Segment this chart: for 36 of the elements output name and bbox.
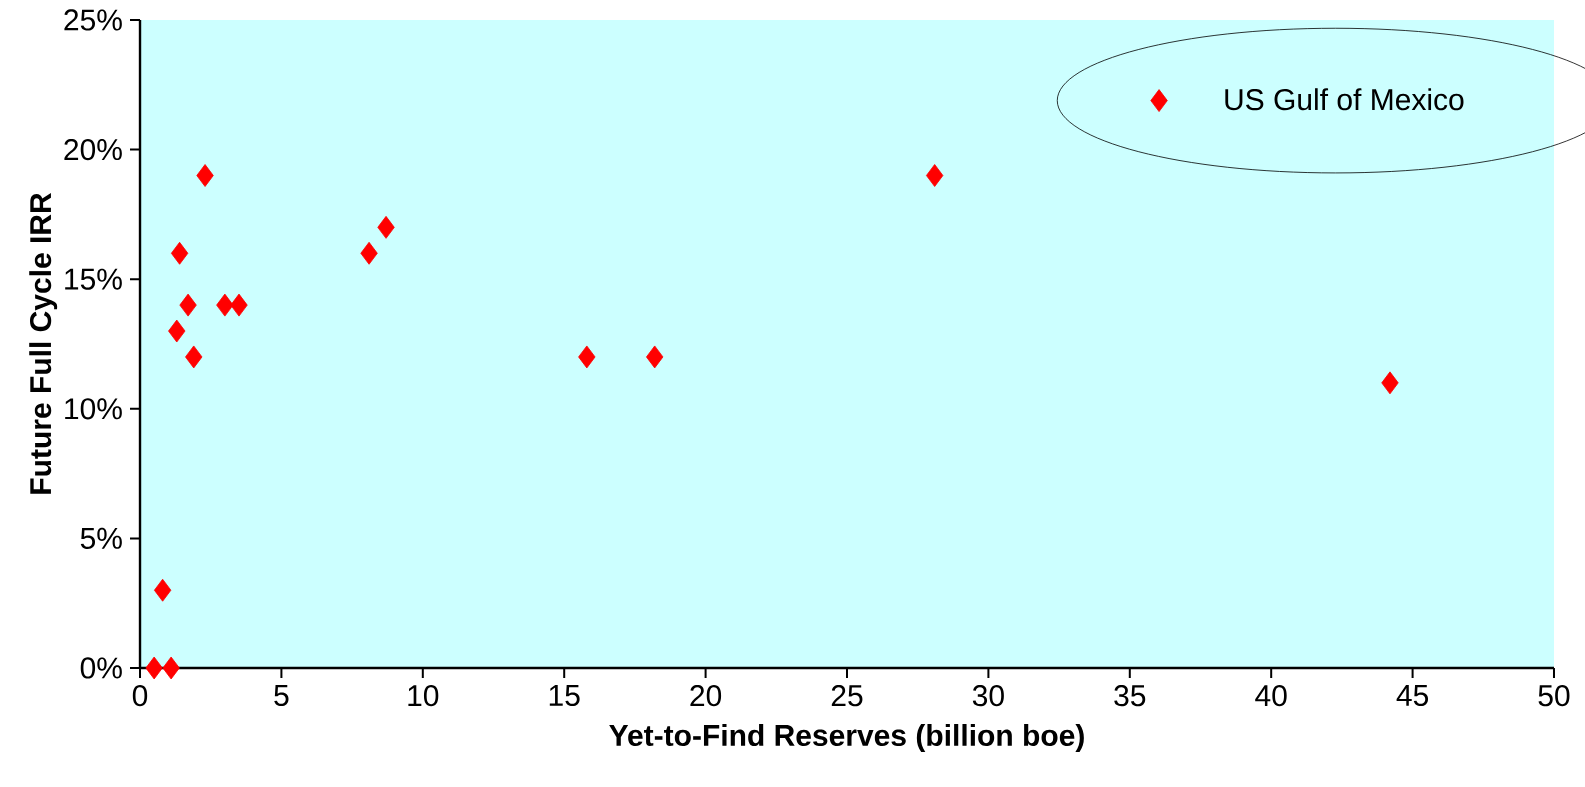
y-tick-label: 10%: [65, 398, 122, 420]
point: [578, 345, 596, 369]
x-axis-title: Yet-to-Find Reserves (billion boe): [609, 724, 1084, 752]
point: [646, 345, 664, 369]
legend-label: US Gulf of Mexico: [1225, 88, 1464, 111]
point: [360, 241, 378, 265]
y-tick-label: 20%: [64, 138, 122, 161]
y-tick-label: 25%: [64, 9, 122, 31]
x-tick-label: 25: [831, 685, 863, 707]
x-tick-label: 10: [408, 685, 439, 707]
x-tick-label: 50: [1538, 685, 1570, 707]
x-tick-label: 40: [1255, 685, 1287, 707]
x-tick-label: 0: [132, 685, 148, 707]
point: [185, 345, 203, 369]
y-tick-label: 5%: [80, 527, 122, 549]
x-tick-label: 15: [549, 685, 580, 706]
point: [170, 241, 189, 265]
y-tick-label: 0%: [80, 657, 122, 679]
point: [216, 293, 234, 317]
x-tick-label: 20: [690, 685, 722, 707]
point: [179, 293, 197, 317]
y-axis-title: Future Full Cycle IRR: [29, 192, 58, 494]
x-tick-label: 5: [274, 685, 289, 706]
y-tick-label: 15%: [65, 268, 122, 290]
point: [145, 656, 163, 680]
x-tick-label: 35: [1114, 685, 1146, 707]
point: [926, 164, 944, 187]
x-tick-label: 45: [1396, 685, 1429, 706]
point: [230, 293, 248, 317]
point: [1381, 371, 1399, 395]
x-tick-label: 30: [972, 685, 1004, 707]
point: [162, 656, 180, 680]
point: [196, 164, 214, 187]
point: [377, 215, 395, 239]
point: [153, 578, 172, 602]
point: [168, 319, 186, 343]
